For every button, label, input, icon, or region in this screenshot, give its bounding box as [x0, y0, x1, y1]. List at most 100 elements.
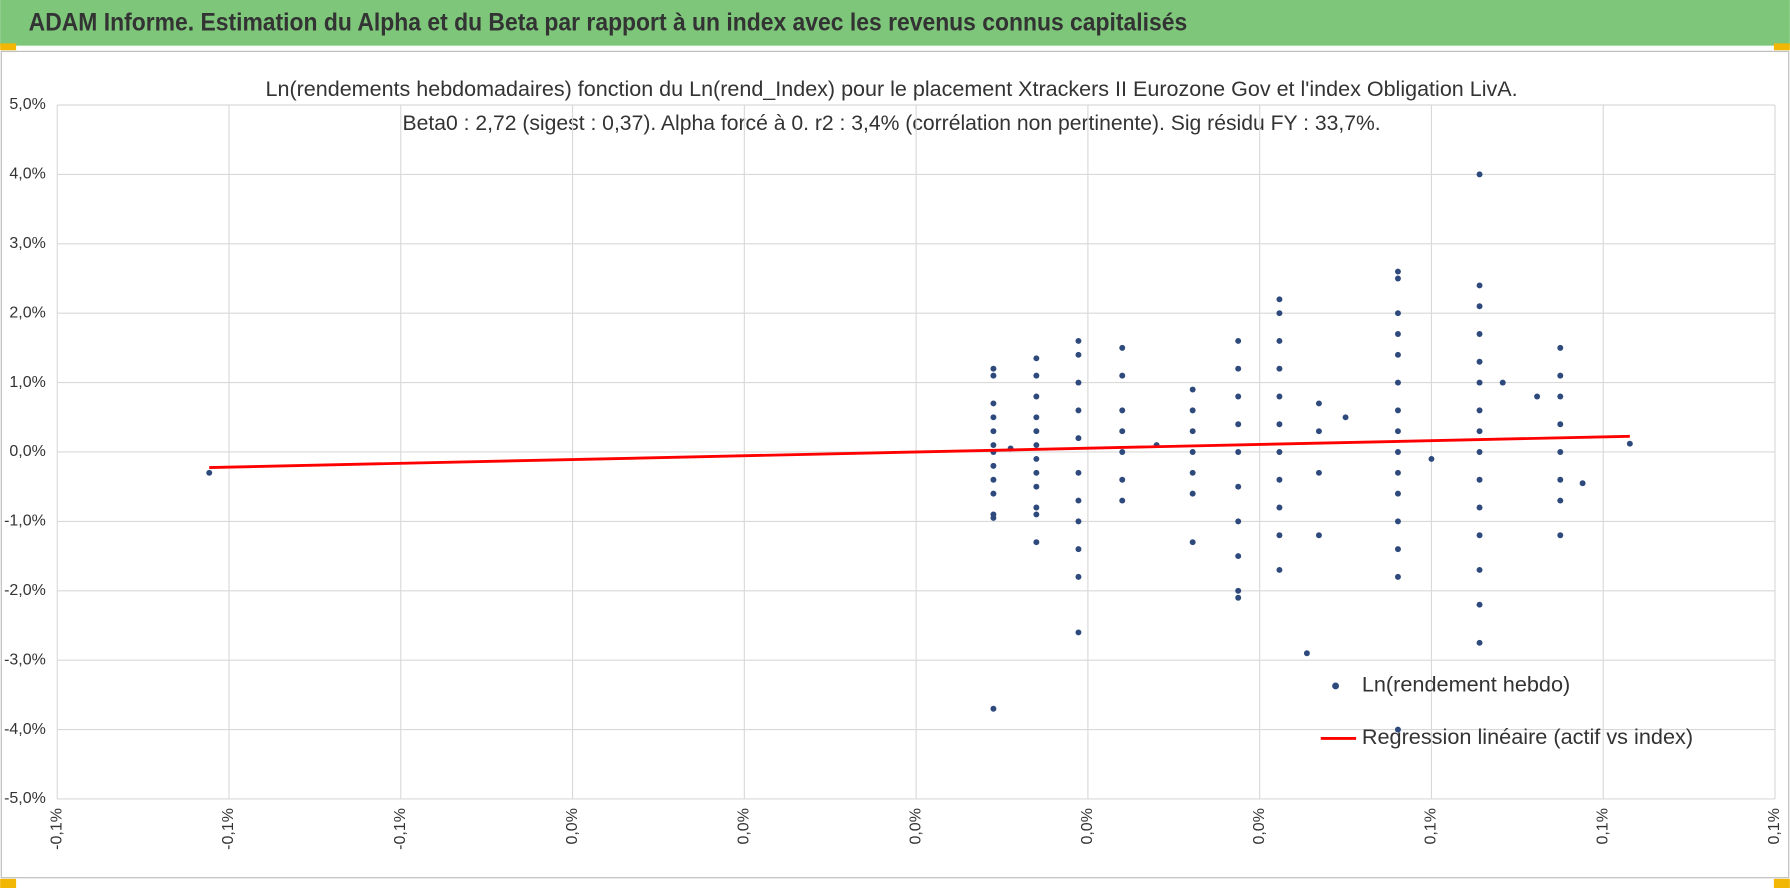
- point: [1033, 511, 1040, 518]
- point: [1119, 344, 1126, 351]
- point: [1276, 393, 1283, 400]
- point: [1235, 553, 1242, 560]
- y-tick-label: -5,0%: [4, 790, 46, 807]
- point: [1557, 449, 1564, 455]
- point: [206, 469, 213, 476]
- point: [1557, 344, 1564, 351]
- x-tick-label: 0,0%: [564, 808, 581, 844]
- point: [1075, 435, 1082, 442]
- point: [1315, 532, 1322, 539]
- x-tick-label: 0,1%: [1423, 808, 1440, 844]
- point: [1276, 337, 1283, 344]
- point: [1476, 476, 1483, 483]
- point: [1033, 372, 1040, 379]
- point: [1394, 546, 1401, 553]
- point: [1235, 421, 1242, 428]
- point: [1476, 566, 1483, 573]
- point: [1235, 449, 1242, 455]
- x-tick-label: 0,0%: [736, 808, 753, 844]
- point: [1235, 518, 1242, 525]
- point: [1557, 393, 1564, 400]
- point: [1033, 539, 1040, 546]
- point: [1476, 639, 1483, 646]
- point: [990, 414, 997, 421]
- point: [1394, 351, 1401, 358]
- x-tick-label: 0,0%: [1251, 808, 1268, 844]
- point: [1033, 393, 1040, 400]
- point: [1075, 351, 1082, 358]
- point: [1428, 455, 1435, 462]
- y-tick-label: -1,0%: [4, 513, 46, 530]
- point: [1315, 469, 1322, 476]
- point: [1075, 518, 1082, 525]
- point: [1276, 310, 1283, 317]
- point: [1394, 428, 1401, 435]
- point: [1276, 532, 1283, 539]
- point: [1394, 518, 1401, 525]
- y-tick-label: 2,0%: [9, 304, 45, 321]
- point: [1075, 407, 1082, 414]
- point: [1119, 372, 1126, 379]
- point: [990, 514, 997, 521]
- point: [1476, 303, 1483, 310]
- x-tick-label: 0,1%: [1766, 808, 1783, 844]
- point: [1476, 379, 1483, 386]
- point: [1189, 407, 1196, 414]
- y-tick-label: -2,0%: [4, 582, 46, 599]
- point: [1119, 449, 1126, 455]
- point: [1235, 393, 1242, 400]
- point: [1315, 428, 1322, 435]
- point: [1476, 358, 1483, 365]
- point: [1033, 483, 1040, 490]
- point: [1315, 400, 1322, 407]
- point: [1476, 428, 1483, 435]
- point: [1033, 428, 1040, 435]
- point: [1534, 393, 1541, 400]
- point: [1075, 379, 1082, 386]
- legend-marker: [1332, 682, 1339, 690]
- point: [1033, 504, 1040, 511]
- point: [1394, 469, 1401, 476]
- point: [1394, 310, 1401, 317]
- point: [1075, 629, 1082, 636]
- corner: [1773, 878, 1790, 888]
- point: [1235, 365, 1242, 372]
- point: [1394, 275, 1401, 282]
- point: [1075, 337, 1082, 344]
- point: [1033, 442, 1040, 449]
- point: [1033, 469, 1040, 476]
- point: [990, 705, 997, 712]
- point: [1189, 428, 1196, 435]
- point: [1235, 594, 1242, 601]
- x-tick-label: 0,1%: [1594, 808, 1611, 844]
- x-tick-label: -0,1%: [392, 808, 409, 850]
- point: [990, 372, 997, 379]
- point: [1557, 476, 1564, 483]
- point: [1189, 386, 1196, 393]
- point: [1119, 428, 1126, 435]
- point: [1394, 407, 1401, 414]
- point: [1235, 587, 1242, 594]
- point: [1476, 407, 1483, 414]
- point: [990, 476, 997, 483]
- legend-label: Regression linéaire (actif vs index): [1362, 724, 1693, 749]
- point: [1394, 726, 1401, 733]
- point: [1476, 331, 1483, 337]
- point: [1394, 331, 1401, 337]
- point: [1119, 497, 1126, 504]
- y-tick-label: 4,0%: [9, 166, 45, 183]
- point: [1626, 440, 1633, 447]
- point: [1557, 532, 1564, 539]
- point: [1119, 476, 1126, 483]
- point: [1476, 532, 1483, 539]
- point: [1499, 379, 1506, 386]
- point: [1303, 650, 1310, 657]
- point: [1119, 407, 1126, 414]
- point: [990, 442, 997, 449]
- point: [1033, 455, 1040, 462]
- point: [1276, 296, 1283, 303]
- point: [1557, 497, 1564, 504]
- point: [1579, 480, 1586, 487]
